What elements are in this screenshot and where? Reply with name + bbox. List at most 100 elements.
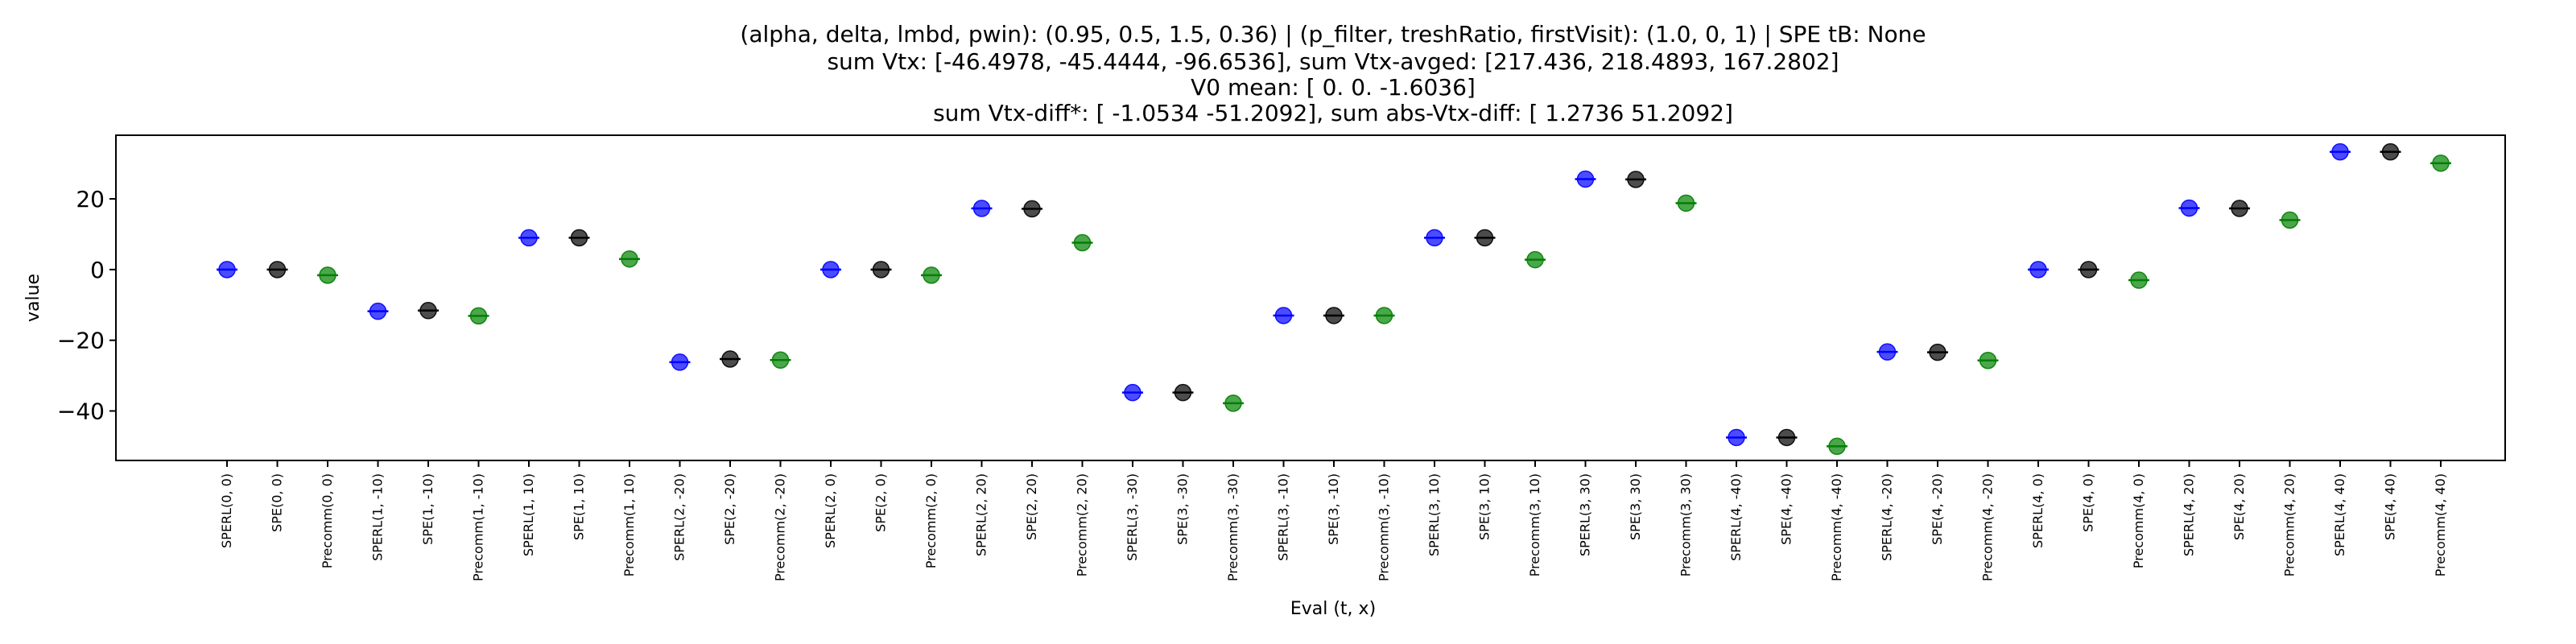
- x-tick-label: SPE(4, -40): [1779, 473, 1794, 545]
- data-point-precomm: [619, 250, 640, 268]
- x-tick-label: SPERL(2, 0): [823, 473, 838, 548]
- x-axis: SPERL(0, 0) SPE(0, 0) Precomm(0, 0) SPERL(1…: [219, 460, 2448, 581]
- y-tick-label: 20: [76, 186, 105, 213]
- x-tick-label: SPE(2, 0): [873, 473, 889, 532]
- data-point-precomm: [2128, 271, 2149, 289]
- x-tick-label: Precomm(4, -20): [1980, 473, 1996, 581]
- x-tick-label: SPE(4, 20): [2231, 473, 2247, 540]
- x-tick-label: Precomm(2, 0): [923, 473, 939, 568]
- data-point-sperl: [1424, 229, 1445, 247]
- y-tick-label: −40: [57, 398, 105, 425]
- title-line-2: sum Vtx: [-46.4978, -45.4444, -96.6536],…: [827, 48, 1839, 75]
- x-tick-label: Precomm(1, -10): [471, 473, 486, 581]
- data-point-spe: [2380, 142, 2401, 161]
- title-line-4: sum Vtx-diff*: [ -1.0534 -51.2092], sum …: [933, 100, 1733, 126]
- x-tick-label: SPERL(3, -30): [1125, 473, 1140, 561]
- data-point-precomm: [2430, 154, 2451, 172]
- data-point-precomm: [468, 307, 489, 325]
- x-tick-label: SPE(1, 10): [572, 473, 587, 540]
- data-point-sperl: [820, 261, 841, 279]
- x-tick-label: SPE(3, 10): [1477, 473, 1492, 540]
- data-point-sperl: [1726, 428, 1747, 447]
- data-point-sperl: [1876, 343, 1898, 361]
- data-point-spe: [720, 350, 741, 368]
- data-point-spe: [1474, 229, 1496, 247]
- title-line-3: V0 mean: [ 0. 0. -1.6036]: [1191, 74, 1476, 101]
- data-point-sperl: [669, 353, 691, 371]
- plot-area: [115, 134, 2506, 461]
- x-tick-label: Precomm(4, -40): [1829, 473, 1844, 581]
- x-tick-label: SPERL(1, -10): [370, 473, 386, 561]
- x-tick-label: SPERL(3, 30): [1578, 473, 1593, 556]
- data-point-sperl: [2330, 142, 2351, 161]
- x-tick-label: SPE(0, 0): [270, 473, 285, 532]
- x-tick-label: SPERL(4, 20): [2182, 473, 2197, 556]
- data-point-spe: [2229, 200, 2250, 217]
- data-point-sperl: [367, 302, 389, 320]
- data-point-sperl: [217, 261, 237, 279]
- chart-title: (alpha, delta, lmbd, pwin): (0.95, 0.5, …: [740, 21, 1926, 126]
- data-point-spe: [1625, 171, 1646, 188]
- data-point-precomm: [770, 351, 791, 369]
- x-tick-label: SPE(3, 30): [1628, 473, 1643, 540]
- data-point-precomm: [1827, 437, 1847, 456]
- data-point-spe: [1323, 307, 1344, 324]
- data-point-precomm: [921, 266, 942, 284]
- data-point-precomm: [1977, 351, 1999, 369]
- data-point-sperl: [518, 229, 539, 247]
- data-point-spe: [1776, 428, 1798, 447]
- x-tick-label: Precomm(1, 10): [621, 473, 637, 576]
- x-tick-label: SPERL(4, 0): [2030, 473, 2046, 548]
- data-point-spe: [418, 302, 439, 320]
- data-point-precomm: [317, 266, 338, 284]
- data-point-precomm: [2279, 211, 2301, 229]
- data-point-sperl: [1122, 383, 1143, 402]
- x-tick-label: SPERL(2, 20): [974, 473, 989, 556]
- data-point-precomm: [1373, 307, 1395, 324]
- x-tick-label: SPE(2, 20): [1024, 473, 1039, 540]
- y-tick-label: −20: [57, 328, 105, 354]
- data-point-spe: [1172, 383, 1194, 402]
- x-tick-label: Precomm(4, 20): [2282, 473, 2297, 576]
- data-point-precomm: [1071, 233, 1093, 252]
- data-point-sperl: [2028, 261, 2049, 279]
- x-tick-label: Precomm(3, 10): [1527, 473, 1542, 576]
- data-point-sperl: [1575, 170, 1596, 188]
- data-point-precomm: [1675, 194, 1697, 213]
- x-tick-label: SPERL(4, 40): [2332, 473, 2347, 556]
- data-point-spe: [1927, 343, 1948, 361]
- title-line-1: (alpha, delta, lmbd, pwin): (0.95, 0.5, …: [740, 21, 1926, 47]
- data-point-sperl: [2178, 199, 2200, 217]
- x-tick-label: Precomm(4, 40): [2433, 473, 2448, 576]
- x-tick-label: Precomm(3, -30): [1225, 473, 1241, 581]
- x-tick-label: SPE(3, -30): [1175, 473, 1191, 545]
- data-point-precomm: [1525, 250, 1546, 269]
- x-tick-label: SPE(4, 0): [2081, 473, 2096, 532]
- data-point-spe: [568, 229, 590, 247]
- data-points: [217, 142, 2451, 456]
- data-point-precomm: [1223, 394, 1244, 412]
- data-point-sperl: [1273, 307, 1294, 324]
- data-point-spe: [2078, 261, 2099, 279]
- x-tick-label: SPE(4, -20): [1930, 473, 1945, 545]
- x-tick-label: Precomm(2, -20): [773, 473, 788, 581]
- data-point-spe: [870, 261, 892, 279]
- x-tick-label: Precomm(3, -10): [1377, 473, 1392, 581]
- x-tick-label: SPE(4, 40): [2383, 473, 2398, 540]
- x-tick-label: SPE(1, -10): [420, 473, 436, 545]
- data-point-spe: [1022, 200, 1042, 218]
- x-tick-label: SPE(2, -20): [722, 473, 737, 545]
- y-axis: −40 −20 0 20: [57, 186, 116, 425]
- data-point-sperl: [971, 200, 993, 217]
- y-axis-label: value: [23, 274, 43, 322]
- y-tick-label: 0: [90, 257, 105, 283]
- x-axis-label: Eval (t, x): [1290, 599, 1376, 619]
- x-tick-label: SPERL(1, 10): [521, 473, 536, 556]
- x-tick-label: SPERL(3, -10): [1276, 473, 1291, 561]
- x-tick-label: Precomm(4, 0): [2131, 473, 2146, 568]
- x-tick-label: Precomm(0, 0): [320, 473, 335, 568]
- data-point-spe: [266, 261, 288, 279]
- x-tick-label: SPE(3, -10): [1326, 473, 1341, 545]
